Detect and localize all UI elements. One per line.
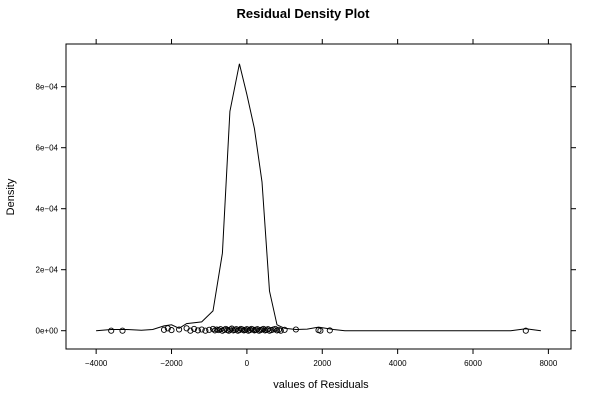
residual-point: [254, 326, 261, 333]
x-tick-label: 0: [245, 359, 250, 368]
x-tick-label: 6000: [464, 359, 482, 368]
ticks-layer: −4000 −2000 0 2000 4000 6000 8000 0e+00 2e−04 4e−…: [36, 39, 576, 368]
residual-point: [236, 327, 243, 334]
residual-point: [209, 325, 217, 332]
density-curve-line: [96, 63, 541, 332]
residual-point: [228, 325, 235, 332]
x-tick-label: 2000: [313, 359, 331, 368]
residual-point: [198, 326, 205, 333]
residual-point: [281, 326, 288, 333]
residual-point: [326, 327, 333, 334]
y-tick-label: 6e−04: [36, 144, 59, 153]
y-tick-label: 8e−04: [36, 83, 59, 92]
residual-point: [183, 325, 190, 332]
x-axis-label: values of Residuals: [273, 379, 369, 391]
residual-point: [317, 327, 324, 334]
residual-point: [160, 326, 168, 333]
residual-point: [206, 326, 213, 333]
residual-point: [260, 325, 267, 332]
residual-point: [233, 326, 240, 333]
residual-point: [243, 326, 250, 333]
y-axis-label: Density: [5, 178, 17, 215]
residual-point: [168, 327, 175, 334]
residual-point: [202, 327, 209, 334]
chart-title: Residual Density Plot: [237, 6, 371, 21]
residual-point: [277, 327, 284, 334]
residual-point: [227, 326, 234, 333]
residual-point: [246, 327, 253, 334]
residual-point: [239, 326, 246, 333]
residual-point: [249, 326, 256, 333]
x-tick-label: −4000: [85, 359, 108, 368]
x-tick-label: 8000: [539, 359, 557, 368]
residual-point: [119, 327, 126, 334]
residual-point: [194, 327, 201, 334]
y-tick-label: 4e−04: [36, 205, 59, 214]
y-tick-label: 0e+00: [36, 327, 59, 336]
residual-point: [522, 327, 529, 334]
residual-point: [164, 325, 171, 332]
series-layer: [96, 63, 541, 334]
x-tick-label: 4000: [389, 359, 407, 368]
residual-point: [222, 325, 229, 332]
x-tick-label: −2000: [160, 359, 183, 368]
residual-point: [176, 326, 183, 333]
residual-point: [108, 327, 115, 334]
y-tick-label: 2e−04: [36, 266, 59, 275]
residual-point: [221, 326, 228, 333]
residual-point: [187, 327, 194, 334]
plot-frame: [65, 43, 572, 350]
residual-point: [272, 325, 279, 332]
residual-point: [292, 326, 299, 333]
residual-point: [191, 325, 198, 332]
